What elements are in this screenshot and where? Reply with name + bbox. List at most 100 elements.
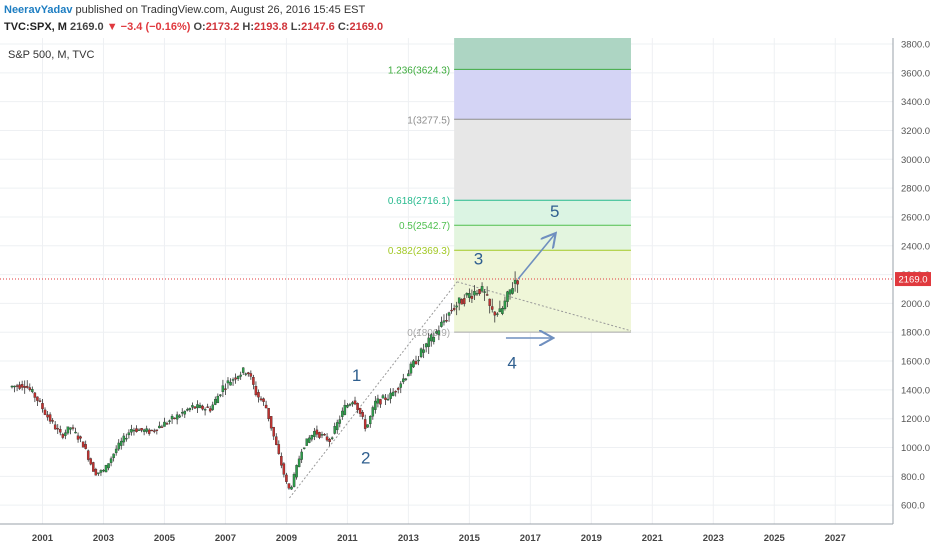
candle-body <box>208 408 212 412</box>
candle-body <box>224 388 227 390</box>
candle-body <box>516 280 519 285</box>
fib-zone <box>454 200 631 226</box>
wave-label[interactable]: 4 <box>507 353 516 372</box>
candle-body <box>145 428 148 432</box>
x-tick-label: 2003 <box>93 533 114 544</box>
y-tick-label: 3600.0 <box>901 68 930 79</box>
last-price: 2169.0 <box>70 21 104 33</box>
x-tick-label: 2007 <box>215 533 236 544</box>
candle-body <box>76 435 80 440</box>
candle-body <box>153 430 156 432</box>
candle-body <box>92 462 95 472</box>
candle-body <box>478 289 481 294</box>
wave-label[interactable]: 1 <box>352 366 361 385</box>
candle-body <box>374 400 377 410</box>
candle-body <box>117 442 120 450</box>
candle-body <box>381 395 385 399</box>
publish-text: published on TradingView.com, August 26,… <box>72 4 366 16</box>
candle-body <box>81 441 85 448</box>
candle-body <box>84 444 87 449</box>
candle-body <box>175 414 179 420</box>
open-label: O: <box>193 21 206 33</box>
trendlines[interactable] <box>289 281 632 499</box>
candle-body <box>137 429 141 431</box>
candle-body <box>127 432 131 436</box>
close-value: 2169.0 <box>349 21 384 33</box>
candle-body <box>470 296 474 299</box>
wave-label[interactable]: 3 <box>474 250 483 269</box>
candle-body <box>338 419 342 424</box>
low-label: L: <box>290 21 302 33</box>
candle-body <box>86 450 90 460</box>
candle-body <box>206 406 209 408</box>
candle-body <box>493 311 497 316</box>
fib-level-label: 1(3277.5) <box>407 115 450 126</box>
candle-body <box>305 438 308 446</box>
fib-level-label: 0.5(2542.7) <box>399 221 450 232</box>
candle-body <box>485 294 489 296</box>
y-tick-label: 1400.0 <box>901 385 930 396</box>
candle-body <box>252 377 255 385</box>
grid <box>0 38 893 524</box>
x-tick-label: 2027 <box>825 533 846 544</box>
chart-canvas[interactable]: 0(1800.9)0.382(2369.3)0.5(2542.7)0.618(2… <box>0 38 932 550</box>
candle-body <box>74 431 77 434</box>
axes: 600.0 800.0 1000.0 1200.0 1400.0 1600.0 1800.0… <box>0 38 931 544</box>
candle-body <box>465 293 469 296</box>
y-tick-label: 1200.0 <box>901 414 930 425</box>
candle-body <box>191 405 194 408</box>
candle-body <box>475 293 479 295</box>
x-tick-label: 2017 <box>520 533 541 544</box>
candle-body <box>257 392 260 398</box>
candle-body <box>351 402 354 405</box>
low-value: 2147.6 <box>301 21 335 33</box>
candle-body <box>480 286 484 292</box>
candle-body <box>226 380 230 384</box>
fib-zone <box>454 119 631 201</box>
price-chart[interactable]: 0(1800.9) 0.382(2369.3) 0.5(2542.7) 0.618(2… <box>0 38 932 550</box>
y-tick-label: 3800.0 <box>901 40 930 51</box>
candle-body <box>10 385 14 388</box>
x-tick-label: 2013 <box>398 533 419 544</box>
symbol-name[interactable]: TVC:SPX, M <box>4 21 67 33</box>
candle-body <box>394 390 397 393</box>
y-tick-label: 2000.0 <box>901 299 930 310</box>
wave-label[interactable]: 5 <box>550 202 559 221</box>
annotations[interactable]: 1 2 3 4 5 <box>352 202 560 467</box>
fib-zone <box>454 38 631 70</box>
candle-body <box>239 374 242 377</box>
candle-body <box>71 427 75 429</box>
candle-body <box>94 469 98 476</box>
candle-body <box>259 398 263 401</box>
y-tick-label: 1800.0 <box>901 328 930 339</box>
candle-body <box>216 395 220 404</box>
candle-body <box>188 408 192 411</box>
candle-body <box>330 437 334 439</box>
candle-body <box>430 334 433 342</box>
candle-body <box>150 429 154 432</box>
candle-body <box>300 451 303 460</box>
candle-body <box>356 402 359 411</box>
candle-body <box>15 385 19 387</box>
author-link[interactable]: NeeravYadav <box>4 4 73 16</box>
candle-body <box>473 291 476 296</box>
candle-body <box>231 379 235 381</box>
candle-body <box>323 434 326 436</box>
candle-body <box>353 400 357 405</box>
wave-arrow[interactable] <box>517 234 555 280</box>
candle-body <box>432 336 436 342</box>
candle-body <box>318 432 321 438</box>
candle-body <box>168 420 171 422</box>
chart-title: S&P 500, M, TVC <box>8 49 94 61</box>
candle-body <box>407 373 410 377</box>
candle-body <box>51 420 54 422</box>
candle-body <box>107 463 110 469</box>
trendline[interactable] <box>289 281 458 499</box>
candle-body <box>442 320 446 323</box>
wave-label[interactable]: 2 <box>361 448 370 467</box>
candle-body <box>66 426 70 434</box>
candle-body <box>48 414 52 422</box>
candle-body <box>302 447 306 449</box>
candle-body <box>61 434 65 438</box>
candle-body <box>295 465 298 478</box>
